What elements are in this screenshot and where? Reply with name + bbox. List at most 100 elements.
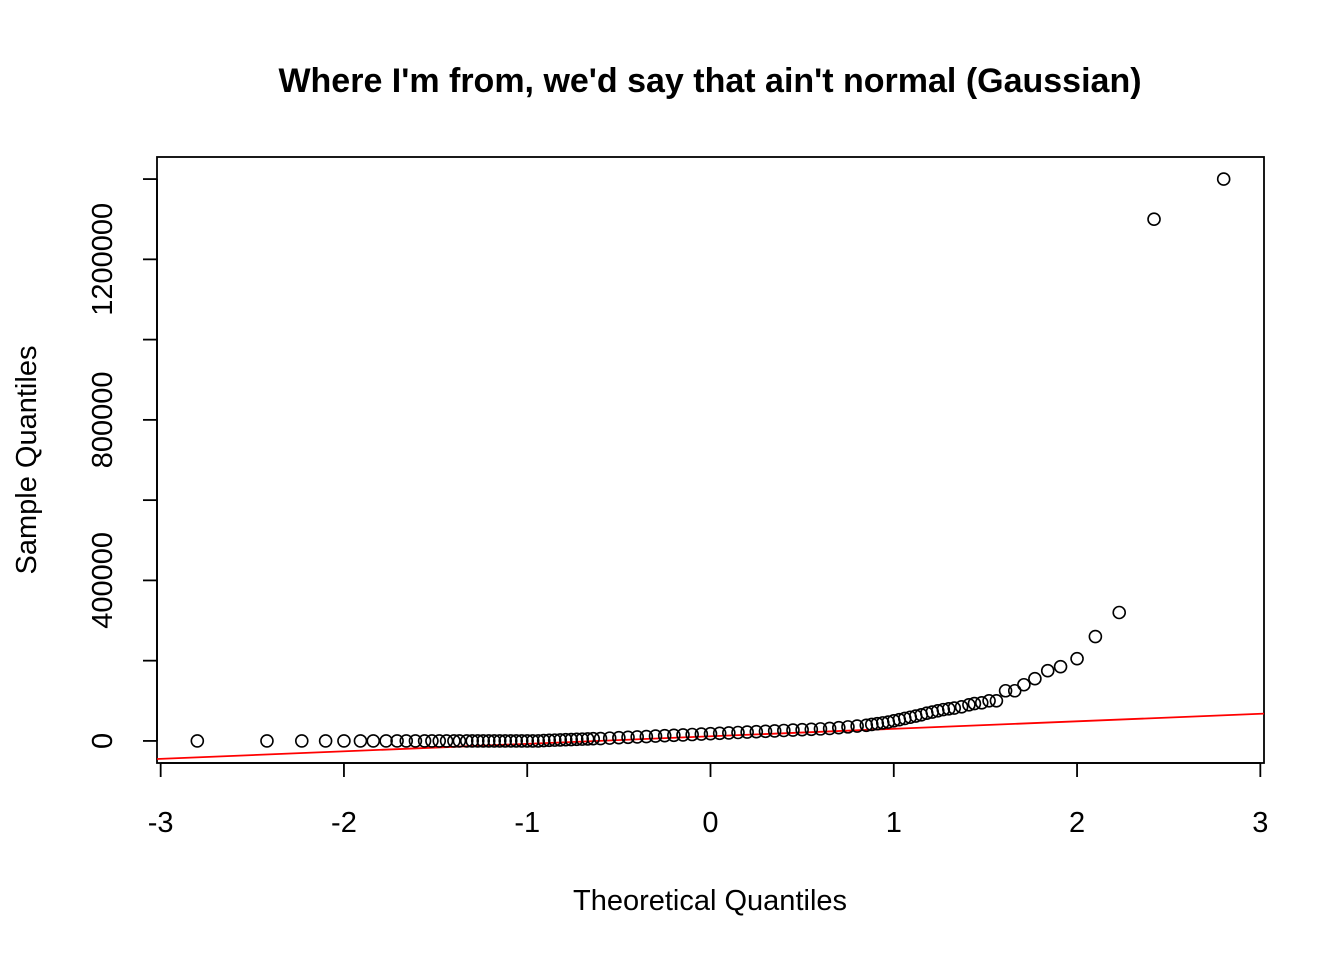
data-point: [962, 698, 976, 712]
data-point: [967, 696, 982, 711]
data-point: [569, 732, 584, 747]
data-point: [1088, 629, 1103, 644]
data-point: [487, 734, 502, 748]
y-tick-label: 0: [87, 733, 119, 749]
data-point: [749, 724, 764, 739]
data-point: [667, 728, 681, 743]
data-point: [498, 734, 513, 748]
x-tick-label: 2: [1069, 807, 1085, 839]
data-point: [767, 724, 782, 738]
data-point: [425, 734, 439, 748]
data-point: [447, 734, 461, 748]
x-tick-label: 1: [886, 807, 902, 839]
data-point: [1070, 651, 1084, 666]
data-point: [593, 731, 608, 746]
data-point: [452, 734, 467, 748]
data-point: [758, 724, 773, 739]
data-point: [580, 732, 595, 746]
data-point: [602, 731, 617, 745]
data-point: [1028, 671, 1042, 686]
data-point: [536, 733, 551, 748]
chart-title: Where I'm from, we'd say that ain't norm…: [278, 62, 1141, 100]
x-tick-label: -2: [331, 807, 357, 839]
data-point: [260, 734, 274, 748]
y-axis: 0 400000 800000 1200000: [87, 178, 158, 749]
x-axis-label: Theoretical Quantiles: [573, 885, 847, 917]
points-layer: [190, 172, 1231, 748]
reference-line: [156, 712, 1265, 760]
data-point: [648, 729, 663, 743]
data-point: [294, 734, 309, 748]
data-point: [1147, 212, 1161, 227]
x-tick-label: -3: [148, 807, 174, 839]
data-point: [318, 734, 333, 748]
data-point: [439, 734, 454, 748]
data-point: [989, 693, 1004, 708]
data-point: [520, 734, 535, 748]
data-point: [509, 734, 524, 748]
data-point: [1040, 663, 1055, 678]
reference-line-layer: [156, 712, 1265, 760]
data-point: [525, 734, 540, 748]
x-tick-label: 0: [702, 807, 718, 839]
data-point: [703, 726, 718, 741]
data-point: [822, 721, 837, 736]
data-point: [379, 734, 393, 748]
data-point: [676, 728, 690, 742]
x-tick-label: -1: [514, 807, 540, 839]
data-point: [353, 734, 368, 748]
data-point: [476, 734, 491, 748]
data-point: [586, 731, 601, 746]
data-point: [639, 729, 654, 744]
plot-frame: [156, 156, 1265, 764]
data-point: [417, 734, 432, 748]
data-point: [1112, 605, 1127, 620]
data-point: [564, 732, 579, 747]
data-point: [459, 734, 474, 748]
data-point: [542, 733, 557, 748]
data-point: [1017, 677, 1031, 692]
data-point: [850, 719, 864, 733]
data-point: [492, 734, 507, 748]
data-point: [740, 725, 754, 739]
y-tick-label: 800000: [87, 371, 119, 468]
x-tick-label: 3: [1252, 807, 1268, 839]
y-axis-label: Sample Quantiles: [11, 346, 43, 575]
y-tick-label: 1200000: [87, 203, 119, 316]
data-point: [553, 733, 568, 747]
data-point: [531, 734, 546, 748]
data-point: [831, 720, 846, 735]
data-point: [795, 722, 809, 737]
data-point: [612, 730, 626, 745]
data-point: [731, 725, 745, 740]
data-point: [432, 734, 447, 748]
data-point: [503, 734, 518, 748]
data-point: [974, 696, 989, 710]
data-point: [575, 732, 590, 746]
data-point: [841, 720, 855, 734]
data-point: [547, 733, 562, 747]
data-point: [630, 730, 644, 744]
data-point: [621, 730, 635, 745]
data-point: [465, 734, 480, 748]
data-point: [558, 732, 573, 747]
data-point: [514, 734, 529, 748]
data-point: [399, 734, 414, 748]
data-point: [804, 722, 819, 737]
data-point: [470, 734, 485, 748]
data-point: [941, 702, 956, 716]
data-point: [954, 700, 969, 714]
y-tick-label: 400000: [87, 532, 119, 629]
data-point: [998, 683, 1013, 698]
data-point: [685, 727, 699, 742]
data-point: [390, 734, 404, 748]
data-point: [1007, 683, 1022, 698]
x-axis: -3 -2 -1 0 1 2 3: [148, 762, 1268, 839]
data-point: [982, 693, 996, 708]
data-point: [408, 734, 423, 748]
data-point: [1216, 172, 1231, 186]
data-point: [1053, 659, 1068, 674]
data-point: [712, 726, 727, 741]
